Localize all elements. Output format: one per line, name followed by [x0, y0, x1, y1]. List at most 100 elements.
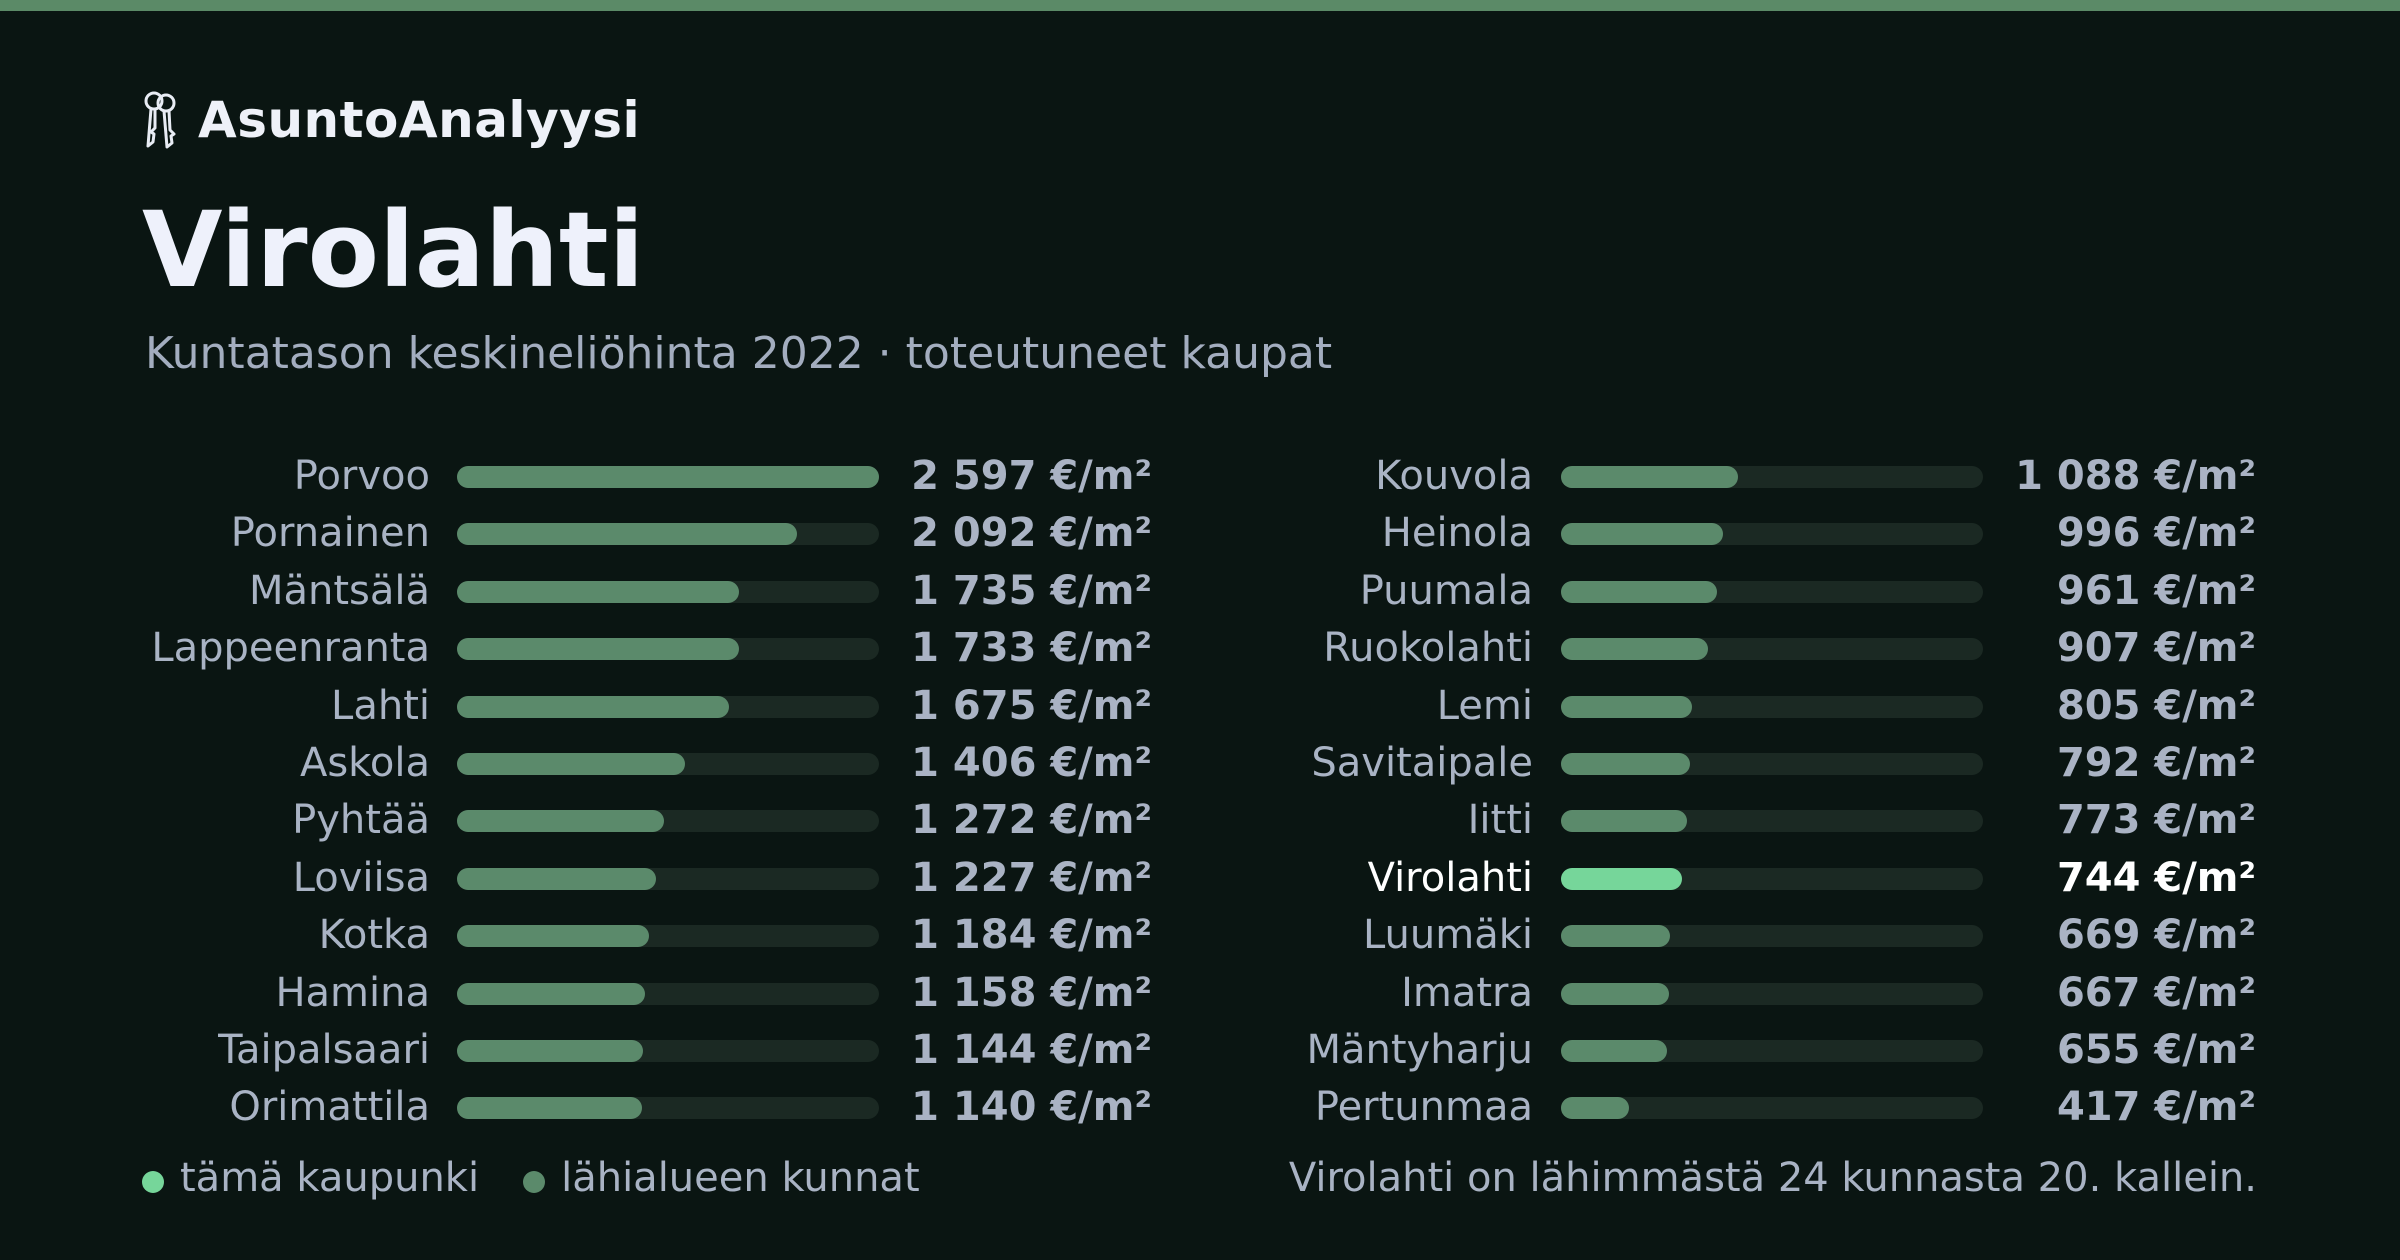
- bar-track: [457, 753, 879, 775]
- bar-track: [457, 638, 879, 661]
- bar-value-label: 2 092 €/m²: [911, 510, 1152, 557]
- bar-category-label: Pyhtää: [292, 797, 430, 844]
- bar-value-label: 1 088 €/m²: [2015, 453, 2256, 499]
- bar: [1561, 753, 1690, 775]
- bar-category-label: Puumala: [1359, 567, 1533, 614]
- bar-value-label: 1 675 €/m²: [911, 682, 1152, 729]
- bar-category-label: Ruokolahti: [1323, 625, 1533, 672]
- legend-item-this-city: tämä kaupunki: [142, 1155, 479, 1201]
- bar: [457, 695, 729, 718]
- bar-category-label: Mäntyharju: [1306, 1027, 1533, 1073]
- bar-category-label: Savitaipale: [1311, 740, 1533, 786]
- legend-label-nearby: lähialueen kunnat: [561, 1155, 920, 1201]
- bar-row: Savitaipale 792 €/m²: [0, 735, 2256, 792]
- bar-row: Iitti 773 €/m²: [0, 792, 2256, 849]
- bar-row: Pertunmaa 417 €/m²: [0, 1079, 2256, 1136]
- bar-row: Loviisa 1 227 €/m²: [0, 850, 1152, 907]
- bar-track: [1561, 580, 1983, 603]
- bar: [1561, 1040, 1667, 1062]
- bar-value-label: 1 184 €/m²: [911, 912, 1152, 959]
- bar-category-label: Kouvola: [1375, 453, 1533, 499]
- bar-track: [457, 925, 879, 948]
- bar-row: Ruokolahti 907 €/m²: [0, 620, 2256, 677]
- bar-row: Kouvola 1 088 €/m²: [0, 448, 2256, 505]
- bar-track: [457, 523, 879, 546]
- bar-value-label: 1 272 €/m²: [911, 797, 1152, 844]
- bar-value-label: 1 733 €/m²: [911, 625, 1152, 672]
- bar-category-label: Lappeenranta: [151, 625, 430, 672]
- bar: [457, 523, 797, 546]
- bar-value-label: 792 €/m²: [2056, 740, 2256, 786]
- bar-row: Imatra 667 €/m²: [0, 965, 2256, 1022]
- bar: [457, 1097, 642, 1120]
- bar-track: [1561, 466, 1983, 488]
- bar-track: [457, 982, 879, 1005]
- bar-value-label: 2 597 €/m²: [911, 453, 1152, 499]
- bar-row: Mäntyharju 655 €/m²: [0, 1022, 2256, 1079]
- bar-category-label: Mäntsälä: [248, 567, 430, 614]
- bar-track: [457, 1097, 879, 1120]
- bar: [1561, 638, 1708, 661]
- bar-category-label: Askola: [299, 740, 430, 786]
- bar-category-label: Lahti: [331, 682, 430, 729]
- bar-row: Lahti 1 675 €/m²: [0, 678, 1152, 735]
- bar-value-label: 1 158 €/m²: [911, 969, 1152, 1016]
- bar-row: Lappeenranta 1 733 €/m²: [0, 620, 1152, 677]
- bar-track: [1561, 810, 1983, 833]
- bar-track: [1561, 982, 1983, 1005]
- bar-category-label: Loviisa: [292, 854, 430, 901]
- bar-value-label: 655 €/m²: [2056, 1027, 2256, 1073]
- legend-dot-nearby: [523, 1171, 546, 1193]
- bar-value-label: 907 €/m²: [2056, 625, 2256, 672]
- legend: tämä kaupunki lähialueen kunnat: [142, 1150, 964, 1206]
- bar: [1561, 810, 1687, 833]
- page-subtitle: Kuntatason keskineliöhinta 2022 · toteut…: [145, 328, 1333, 379]
- bar: [457, 867, 656, 890]
- bar: [457, 753, 685, 775]
- bar-track: [457, 695, 879, 718]
- bar-category-label: Imatra: [1401, 969, 1533, 1016]
- bar-row: Hamina 1 158 €/m²: [0, 965, 1152, 1022]
- bar-track: [1561, 925, 1983, 948]
- bar-value-label: 1 144 €/m²: [911, 1027, 1152, 1073]
- bar-track: [457, 810, 879, 833]
- bar: [1561, 695, 1692, 718]
- bar-track: [457, 1040, 879, 1062]
- bar-row: Luumäki 669 €/m²: [0, 907, 2256, 964]
- bar-row: Puumala 961 €/m²: [0, 563, 2256, 620]
- brand-name: AsuntoAnalyysi: [198, 91, 641, 149]
- bar-category-label: Kotka: [318, 912, 430, 959]
- bar-value-label: 996 €/m²: [2056, 510, 2256, 557]
- bar-track: [457, 580, 879, 603]
- bar-track: [1561, 867, 1983, 890]
- bar-category-label: Iitti: [1467, 797, 1533, 844]
- bar-category-label: Virolahti: [1367, 854, 1533, 901]
- bar-category-label: Lemi: [1436, 682, 1533, 729]
- bar: [457, 810, 664, 833]
- bar-category-label: Hamina: [275, 969, 430, 1016]
- bar: [457, 638, 739, 661]
- legend-item-nearby: lähialueen kunnat: [523, 1155, 920, 1201]
- bar-category-label: Porvoo: [293, 453, 430, 499]
- bar: [1561, 1097, 1629, 1120]
- bar-value-label: 669 €/m²: [2056, 912, 2256, 959]
- bar: [457, 466, 879, 488]
- bar-category-label: Heinola: [1381, 510, 1533, 557]
- bar-category-label: Luumäki: [1362, 912, 1533, 959]
- bar-row: Pyhtää 1 272 €/m²: [0, 792, 1152, 849]
- bar-value-label: 1 140 €/m²: [911, 1084, 1152, 1131]
- bar-value-label: 417 €/m²: [2056, 1084, 2256, 1131]
- keys-icon: [144, 91, 176, 149]
- bar: [1561, 925, 1670, 948]
- bar-category-label: Pornainen: [230, 510, 430, 557]
- bar-track: [1561, 695, 1983, 718]
- bar: [457, 580, 739, 603]
- bar: [457, 925, 649, 948]
- bar-row: Virolahti 744 €/m²: [0, 850, 2256, 907]
- bar-row: Kotka 1 184 €/m²: [0, 907, 1152, 964]
- bar-value-label: 744 €/m²: [2056, 854, 2256, 901]
- bar-track: [457, 466, 879, 488]
- bar: [457, 1040, 643, 1062]
- bar-value-label: 773 €/m²: [2056, 797, 2256, 844]
- top-accent-bar: [0, 0, 2400, 11]
